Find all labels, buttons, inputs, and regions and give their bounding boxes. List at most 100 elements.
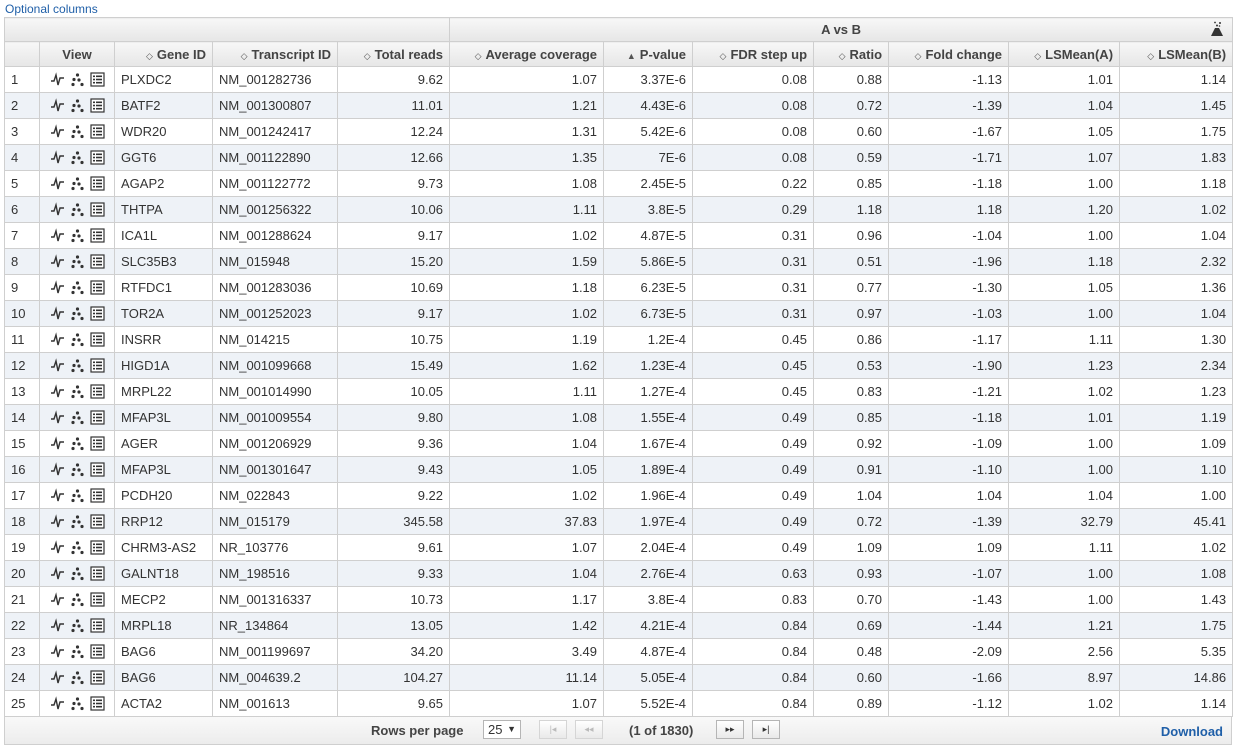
volcano-plot-icon[interactable]: [50, 124, 65, 139]
volcano-plot-icon[interactable]: [50, 280, 65, 295]
table-row[interactable]: 20 GALNT18 NM_198516 9.33 1.04 2.76E-4 0.63 0.9…: [4, 560, 1234, 587]
volcano-plot-icon[interactable]: [50, 306, 65, 321]
col-p-value[interactable]: ▲ P-value: [603, 41, 694, 67]
list-details-icon[interactable]: [90, 306, 105, 321]
volcano-plot-icon[interactable]: [50, 618, 65, 633]
table-row[interactable]: 5 AGAP2 NM_001122772 9.73 1.08 2.45E-5 0.22 0.8…: [4, 170, 1234, 197]
col-transcript-id[interactable]: ◇ Transcript ID: [212, 41, 338, 67]
table-row[interactable]: 8 SLC35B3 NM_015948 15.20 1.59 5.86E-5 0.31 0.5…: [4, 248, 1234, 275]
list-details-icon[interactable]: [90, 514, 105, 529]
table-row[interactable]: 10 TOR2A NM_001252023 9.17 1.02 6.73E-5 0.31 0.…: [4, 300, 1234, 327]
list-details-icon[interactable]: [90, 384, 105, 399]
list-details-icon[interactable]: [90, 176, 105, 191]
list-details-icon[interactable]: [90, 98, 105, 113]
volcano-plot-icon[interactable]: [50, 696, 65, 711]
volcano-plot-icon[interactable]: [50, 384, 65, 399]
table-row[interactable]: 9 RTFDC1 NM_001283036 10.69 1.18 6.23E-5 0.31 0…: [4, 274, 1234, 301]
list-details-icon[interactable]: [90, 150, 105, 165]
table-row[interactable]: 3 WDR20 NM_001242417 12.24 1.31 5.42E-6 0.08 0.…: [4, 118, 1234, 145]
first-page-button[interactable]: |◂: [539, 720, 567, 739]
list-details-icon[interactable]: [90, 72, 105, 87]
list-details-icon[interactable]: [90, 540, 105, 555]
table-row[interactable]: 6 THTPA NM_001256322 10.06 1.11 3.8E-5 0.29 1.1…: [4, 196, 1234, 223]
scatter-dots-icon[interactable]: [70, 98, 85, 113]
scatter-dots-icon[interactable]: [70, 228, 85, 243]
scatter-dots-icon[interactable]: [70, 540, 85, 555]
scatter-dots-icon[interactable]: [70, 72, 85, 87]
table-row[interactable]: 7 ICA1L NM_001288624 9.17 1.02 4.87E-5 0.31 0.9…: [4, 222, 1234, 249]
table-row[interactable]: 23 BAG6 NM_001199697 34.20 3.49 4.87E-4 0.84 0.…: [4, 638, 1234, 665]
list-details-icon[interactable]: [90, 462, 105, 477]
list-details-icon[interactable]: [90, 644, 105, 659]
table-row[interactable]: 14 MFAP3L NM_001009554 9.80 1.08 1.55E-4 0.49 0…: [4, 404, 1234, 431]
scatter-dots-icon[interactable]: [70, 410, 85, 425]
volcano-plot-icon[interactable]: [50, 462, 65, 477]
scatter-dots-icon[interactable]: [70, 306, 85, 321]
list-details-icon[interactable]: [90, 254, 105, 269]
scatter-dots-icon[interactable]: [70, 176, 85, 191]
scatter-dots-icon[interactable]: [70, 280, 85, 295]
table-row[interactable]: 22 MRPL18 NR_134864 13.05 1.42 4.21E-4 0.84 0.6…: [4, 612, 1234, 639]
volcano-plot-icon[interactable]: [50, 566, 65, 581]
col-fold-change[interactable]: ◇ Fold change: [888, 41, 1010, 67]
table-row[interactable]: 13 MRPL22 NM_001014990 10.05 1.11 1.27E-4 0.45…: [4, 378, 1234, 405]
table-row[interactable]: 18 RRP12 NM_015179 345.58 37.83 1.97E-4 0.49 0.…: [4, 508, 1234, 535]
volcano-plot-icon[interactable]: [50, 410, 65, 425]
col-ratio[interactable]: ◇ Ratio: [813, 41, 890, 67]
scatter-dots-icon[interactable]: [70, 696, 85, 711]
table-row[interactable]: 21 MECP2 NM_001316337 10.73 1.17 3.8E-4 0.83 0.…: [4, 586, 1234, 613]
list-details-icon[interactable]: [90, 488, 105, 503]
volcano-plot-icon[interactable]: [50, 150, 65, 165]
table-row[interactable]: 1 PLXDC2 NM_001282736 9.62 1.07 3.37E-6 0.08 0.…: [4, 66, 1234, 93]
volcano-plot-icon[interactable]: [50, 592, 65, 607]
optional-columns-link[interactable]: Optional columns: [5, 2, 98, 16]
volcano-plot-icon[interactable]: [50, 202, 65, 217]
download-link[interactable]: Download: [1160, 724, 1223, 739]
volcano-plot-icon[interactable]: [50, 332, 65, 347]
scatter-dots-icon[interactable]: [70, 358, 85, 373]
scatter-dots-icon[interactable]: [70, 332, 85, 347]
list-details-icon[interactable]: [90, 124, 105, 139]
list-details-icon[interactable]: [90, 566, 105, 581]
list-details-icon[interactable]: [90, 696, 105, 711]
list-details-icon[interactable]: [90, 332, 105, 347]
list-details-icon[interactable]: [90, 436, 105, 451]
table-row[interactable]: 11 INSRR NM_014215 10.75 1.19 1.2E-4 0.45 0.86-…: [4, 326, 1234, 353]
table-row[interactable]: 19 CHRM3-AS2 NR_103776 9.61 1.07 2.04E-4 0.49 1…: [4, 534, 1234, 561]
col-total-reads[interactable]: ◇ Total reads: [336, 41, 451, 67]
table-row[interactable]: 16 MFAP3L NM_001301647 9.43 1.05 1.89E-4 0.49 0…: [4, 456, 1234, 483]
volcano-plot-icon[interactable]: [50, 358, 65, 373]
scatter-dots-icon[interactable]: [70, 566, 85, 581]
volcano-plot-icon[interactable]: [50, 540, 65, 555]
volcano-plot-icon[interactable]: [50, 514, 65, 529]
rows-per-page-select[interactable]: 25 ▼: [483, 720, 521, 739]
table-row[interactable]: 17 PCDH20 NM_022843 9.22 1.02 1.96E-4 0.49 1.04…: [4, 482, 1234, 509]
volcano-plot-icon[interactable]: [50, 644, 65, 659]
volcano-plot-icon[interactable]: [50, 228, 65, 243]
scatter-dots-icon[interactable]: [70, 670, 85, 685]
table-row[interactable]: 24 BAG6 NM_004639.2 104.27 11.14 5.05E-4 0.84 0…: [4, 664, 1234, 691]
scatter-dots-icon[interactable]: [70, 150, 85, 165]
list-details-icon[interactable]: [90, 202, 105, 217]
table-row[interactable]: 15 AGER NM_001206929 9.36 1.04 1.67E-4 0.49 0.9…: [4, 430, 1234, 457]
scatter-dots-icon[interactable]: [70, 488, 85, 503]
table-row[interactable]: 2 BATF2 NM_001300807 11.01 1.21 4.43E-6 0.08 0.…: [4, 92, 1234, 119]
col-average-coverage[interactable]: ◇ Average coverage: [449, 41, 605, 67]
scatter-dots-icon[interactable]: [70, 254, 85, 269]
scatter-dots-icon[interactable]: [70, 644, 85, 659]
scatter-dots-icon[interactable]: [70, 436, 85, 451]
volcano-plot-icon[interactable]: [50, 176, 65, 191]
flask-icon[interactable]: [1210, 21, 1224, 37]
list-details-icon[interactable]: [90, 280, 105, 295]
volcano-plot-icon[interactable]: [50, 436, 65, 451]
volcano-plot-icon[interactable]: [50, 72, 65, 87]
col-fdr-step-up[interactable]: ◇ FDR step up: [692, 41, 815, 67]
volcano-plot-icon[interactable]: [50, 670, 65, 685]
table-row[interactable]: 12 HIGD1A NM_001099668 15.49 1.62 1.23E-4 0.45…: [4, 352, 1234, 379]
col-gene-id[interactable]: ◇ Gene ID: [114, 41, 213, 67]
volcano-plot-icon[interactable]: [50, 488, 65, 503]
scatter-dots-icon[interactable]: [70, 592, 85, 607]
col-lsmean-b[interactable]: ◇ LSMean(B): [1119, 41, 1234, 67]
table-row[interactable]: 25 ACTA2 NM_001613 9.65 1.07 5.52E-4 0.84 0.89-…: [4, 690, 1234, 717]
last-page-button[interactable]: ▸|: [752, 720, 780, 739]
